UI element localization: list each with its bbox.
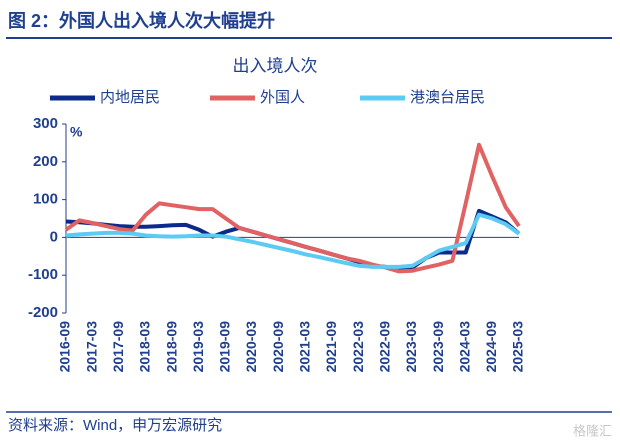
source: 资料来源：Wind，申万宏源研究 <box>8 417 222 434</box>
x-tick-label: 2018-03 <box>137 321 153 373</box>
legend-label: 内地居民 <box>100 89 160 106</box>
x-tick-label: 2017-03 <box>83 321 99 373</box>
y-tick-label: 200 <box>33 153 58 170</box>
x-tick-label: 2025-03 <box>510 321 526 373</box>
x-tick-label: 2019-03 <box>190 321 206 373</box>
y-tick-label: -200 <box>28 304 58 321</box>
x-tick-label: 2024-09 <box>483 321 499 373</box>
watermark: 格隆汇 <box>573 423 612 438</box>
chart-title: 出入境人次 <box>233 56 318 75</box>
x-tick-label: 2021-03 <box>297 321 313 373</box>
y-unit: % <box>70 124 83 140</box>
legend-label: 外国人 <box>260 89 305 106</box>
x-tick-label: 2022-03 <box>350 321 366 373</box>
x-tick-label: 2021-09 <box>323 321 339 373</box>
x-tick-label: 2019-09 <box>217 321 233 373</box>
y-tick-label: 300 <box>33 115 58 132</box>
x-tick-label: 2023-03 <box>403 321 419 373</box>
x-tick-label: 2017-09 <box>110 321 126 373</box>
series-line <box>64 142 521 274</box>
y-tick-label: 100 <box>33 191 58 208</box>
x-tick-label: 2016-09 <box>57 321 73 373</box>
x-tick-label: 2020-03 <box>243 321 259 373</box>
series-line <box>65 212 521 269</box>
x-tick-label: 2022-09 <box>376 321 392 373</box>
x-tick-label: 2018-09 <box>163 321 179 373</box>
legend-label: 港澳台居民 <box>410 89 485 106</box>
figure-title: 图 2：外国人出入境人次大幅提升 <box>8 10 275 31</box>
x-tick-label: 2023-09 <box>430 321 446 373</box>
y-tick-label: -100 <box>28 266 58 283</box>
y-tick-label: 0 <box>50 228 58 245</box>
x-tick-label: 2024-03 <box>456 321 472 373</box>
x-tick-label: 2020-09 <box>270 321 286 373</box>
